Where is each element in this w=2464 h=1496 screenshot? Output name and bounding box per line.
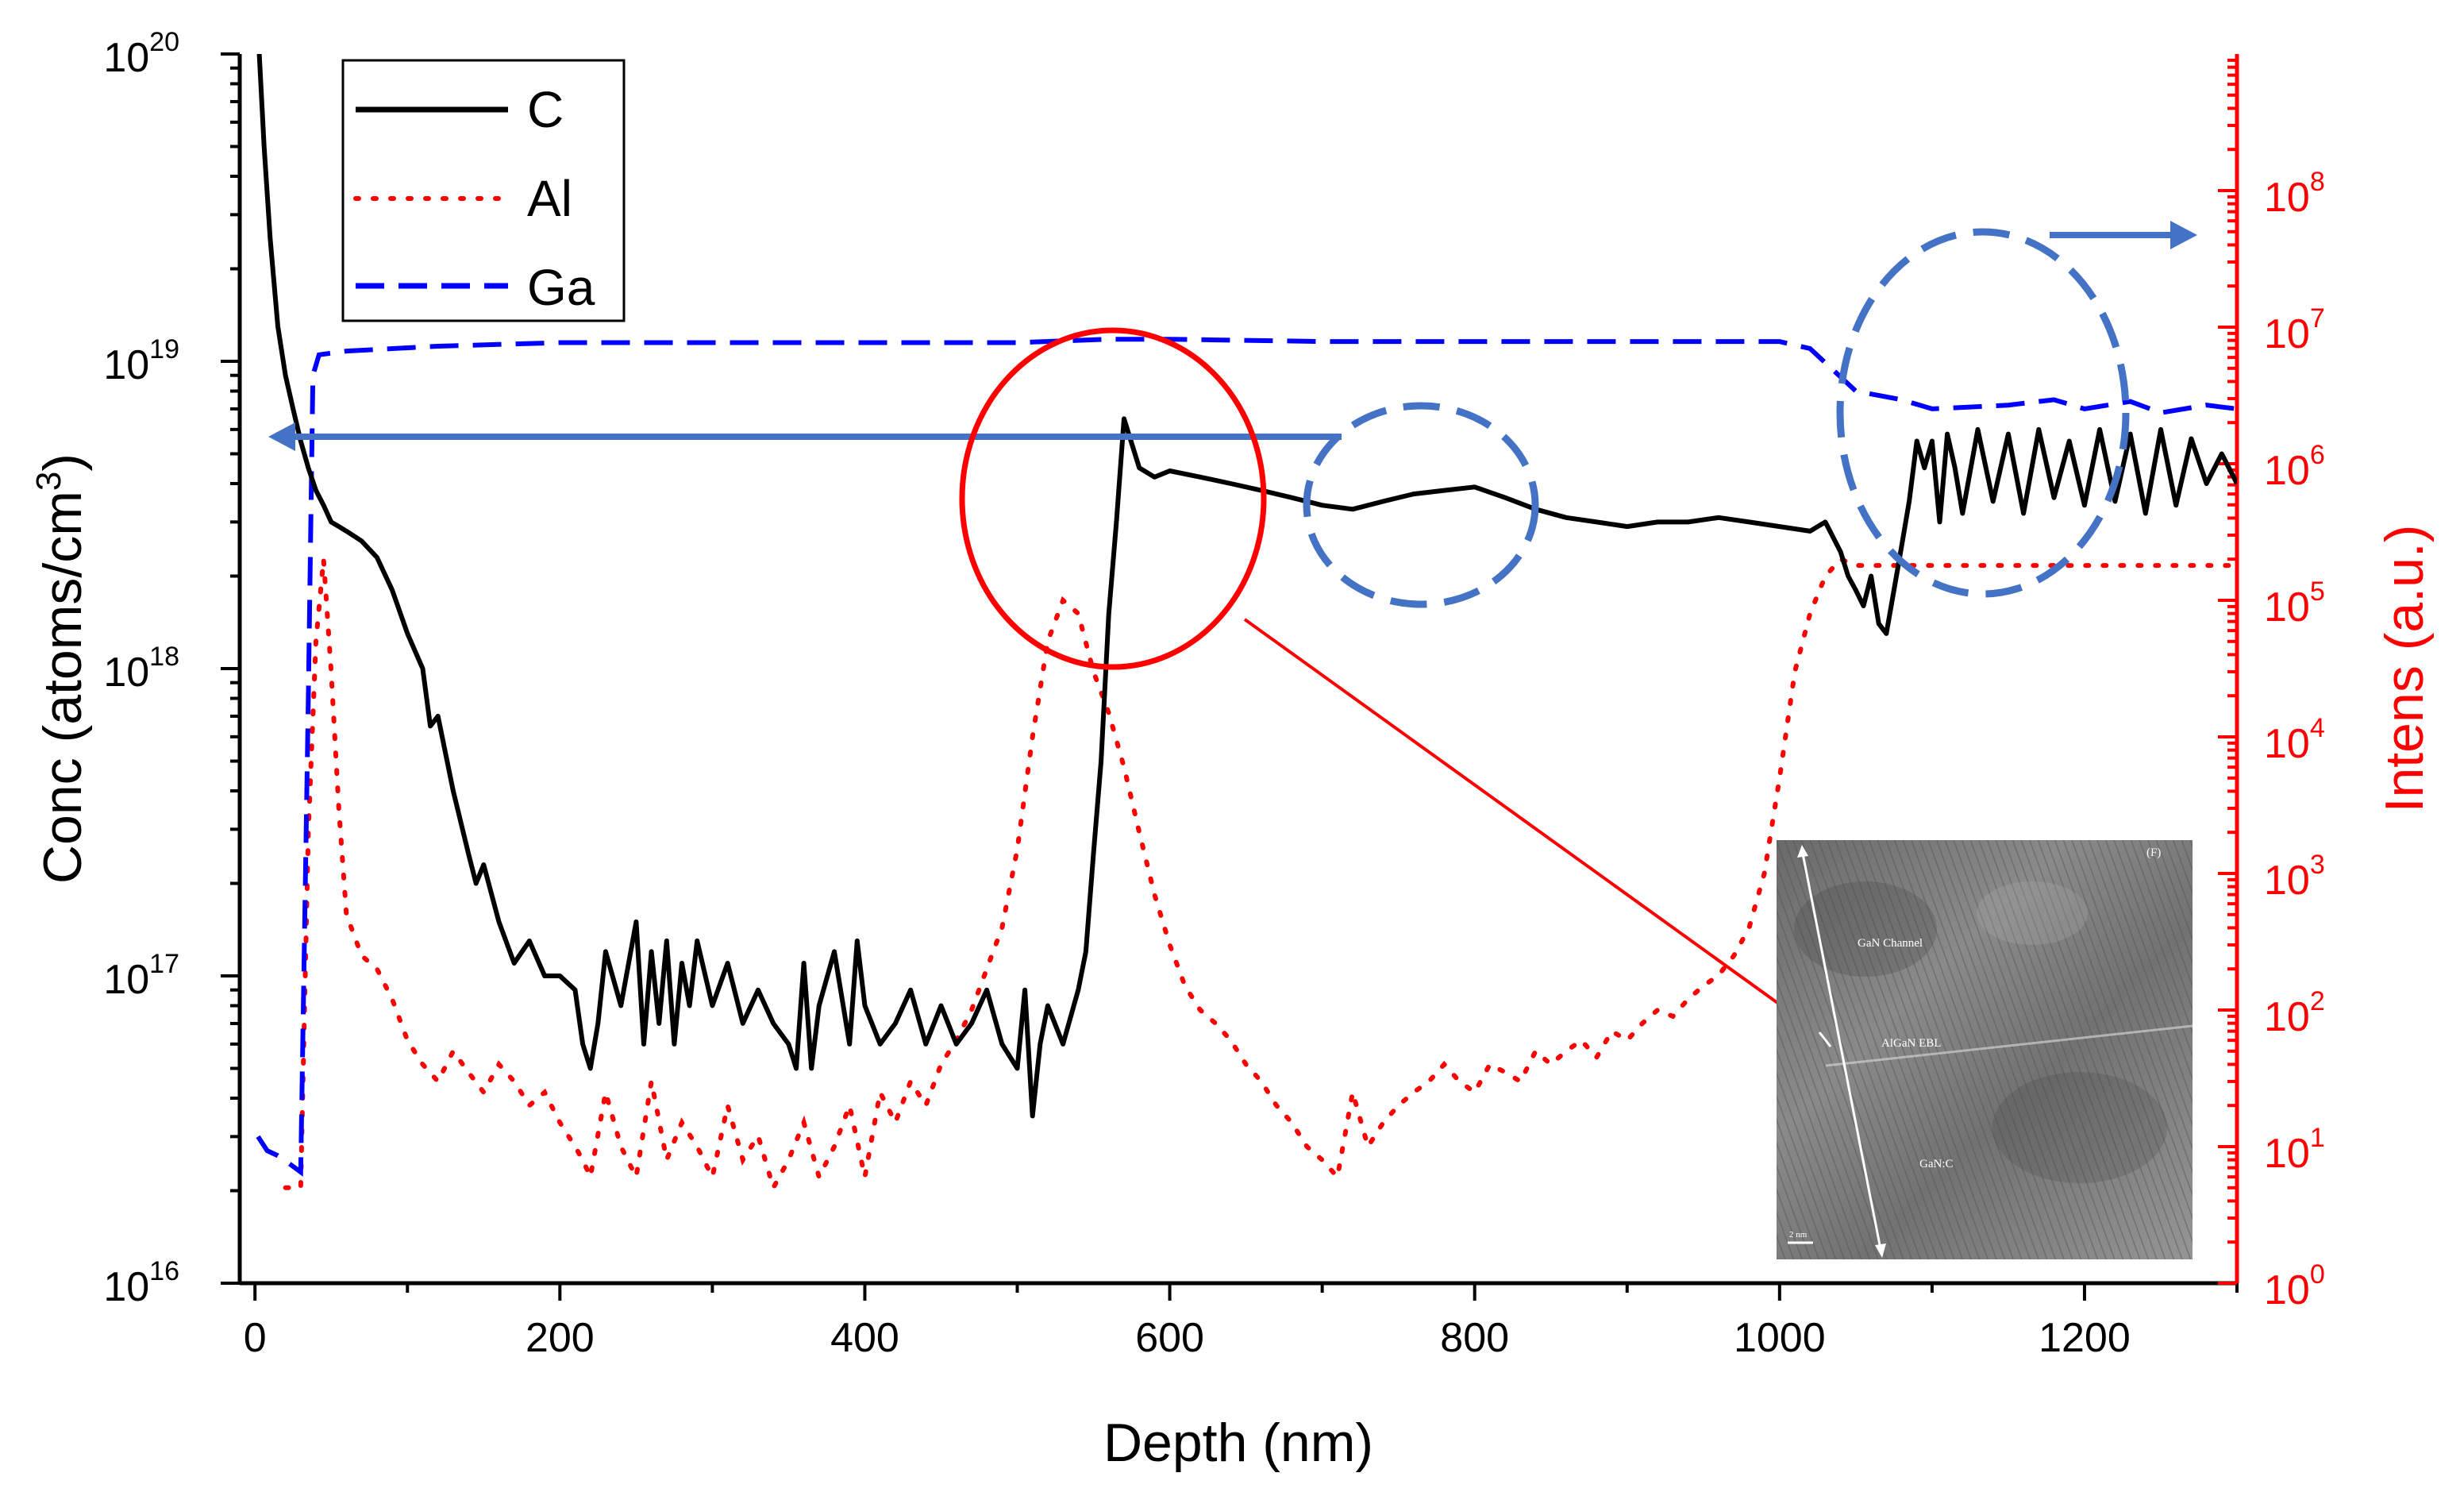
right-y-tick-label: 102 xyxy=(2264,986,2325,1040)
left-y-axis-ticks: 1016 1017 1018 1019 1020 xyxy=(103,27,240,1310)
right-arrow-head xyxy=(2170,221,2197,249)
left-y-tick-label: 1016 xyxy=(103,1256,179,1310)
right-y-tick-label: 100 xyxy=(2264,1259,2325,1313)
x-tick-label: 600 xyxy=(1135,1315,1204,1361)
x-tick-label: 400 xyxy=(830,1315,899,1361)
x-tick-label: 1200 xyxy=(2039,1315,2131,1361)
right-y-tick-label: 104 xyxy=(2264,713,2325,767)
left-y-tick-label: 1017 xyxy=(103,949,179,1003)
x-tick-label: 0 xyxy=(244,1315,267,1361)
legend: C Al Ga xyxy=(341,59,626,322)
series-ga-line xyxy=(256,337,2237,1177)
legend-label-al: Al xyxy=(527,170,572,227)
left-y-axis-title: Conc (atoms/cm3) xyxy=(29,453,93,884)
right-y-tick-label: 108 xyxy=(2264,167,2325,221)
right-y-tick-label: 107 xyxy=(2264,303,2325,357)
series-c-line xyxy=(256,54,2237,1119)
series-al-line xyxy=(283,556,2237,1194)
blue-dashed-circle-small xyxy=(1303,402,1539,608)
inset-label-panel: (F) xyxy=(2146,846,2161,859)
left-y-tick-label: 1019 xyxy=(103,334,179,388)
right-y-tick-label: 106 xyxy=(2264,440,2325,494)
left-y-tick-label: 1018 xyxy=(103,642,179,696)
inset-label-gan-channel: GaN Channel xyxy=(1858,937,1923,950)
inset-label-algan-ebl: AlGaN EBL xyxy=(1881,1037,1941,1050)
x-tick-label: 1000 xyxy=(1734,1315,1826,1361)
blue-dashed-circle-large xyxy=(1836,228,2130,598)
right-y-axis-title: Intens (a.u.) xyxy=(2374,525,2435,813)
legend-label-c: C xyxy=(527,81,564,138)
x-axis-ticks: 0 200 400 600 800 1000 1200 xyxy=(244,1283,2239,1361)
left-arrow-head xyxy=(268,422,295,451)
right-y-axis-ticks: 100 101 102 103 104 105 106 107 108 xyxy=(2218,58,2325,1313)
tem-inset-image: GaN Channel AlGaN EBL GaN:C (F) 2 nm xyxy=(1777,840,2193,1259)
x-axis-title: Depth (nm) xyxy=(1103,1413,1373,1473)
right-y-tick-label: 101 xyxy=(2264,1123,2325,1177)
right-y-tick-label: 103 xyxy=(2264,850,2325,904)
x-tick-label: 800 xyxy=(1440,1315,1509,1361)
red-pointer-line xyxy=(1243,618,1807,1024)
left-y-tick-label: 1020 xyxy=(103,27,179,81)
inset-scale-bar-label: 2 nm xyxy=(1789,1230,1808,1240)
legend-label-ga: Ga xyxy=(527,259,595,316)
x-tick-label: 200 xyxy=(526,1315,595,1361)
red-highlight-circle xyxy=(959,327,1267,670)
right-y-tick-label: 105 xyxy=(2264,576,2325,630)
inset-label-gan-c: GaN:C xyxy=(1919,1158,1954,1170)
